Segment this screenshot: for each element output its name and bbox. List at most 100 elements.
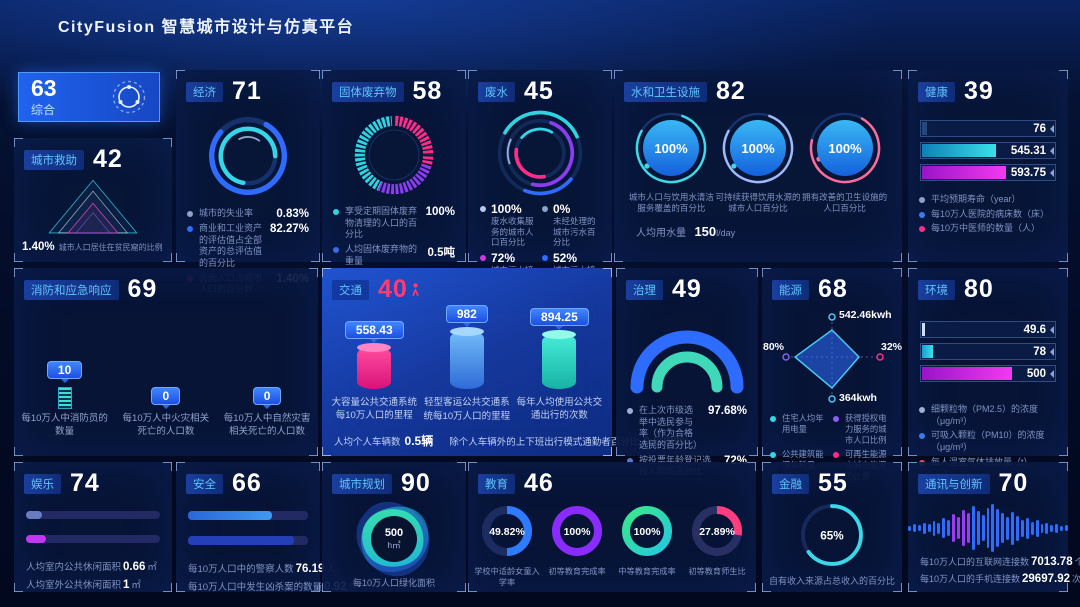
health-label: 健康 bbox=[918, 81, 955, 102]
panel-overall[interactable]: 63 综合 bbox=[18, 72, 160, 122]
waveform-bar bbox=[1006, 516, 1010, 540]
panel-health[interactable]: 健康 39 76 545.31 593.75 平均预期寿命（year） 每10万人… bbox=[908, 70, 1068, 262]
wastewater-score: 45 bbox=[524, 77, 554, 105]
waveform-bar bbox=[1040, 523, 1044, 533]
education-donut-chart: 49.82% bbox=[482, 506, 532, 556]
water-gauge-value: 100% bbox=[741, 141, 775, 156]
value-bubble: 894.25 bbox=[530, 308, 589, 330]
entertainment-stat: 人均室外公共休闲面积 1 ㎡ bbox=[26, 579, 141, 591]
education-donut-label: 中等教育完成率 bbox=[618, 567, 676, 576]
panel-entertainment[interactable]: 娱乐 74 人均室内公共休闲面积 0.66 ㎡ 人均室外公共休闲面积 1 ㎡ bbox=[14, 462, 172, 592]
waveform-bar bbox=[1065, 525, 1068, 531]
solid-waste-label: 固体废弃物 bbox=[332, 81, 404, 102]
hub-icon bbox=[112, 80, 146, 114]
finance-donut-chart: 65% bbox=[801, 504, 863, 566]
waveform-bar bbox=[922, 522, 926, 534]
water-footer: 人均用水量 150l/day bbox=[636, 223, 736, 239]
waveform-bar bbox=[1050, 524, 1054, 532]
entertainment-score: 74 bbox=[70, 469, 100, 497]
waveform-bar bbox=[947, 520, 951, 536]
communication-label: 通讯与创新 bbox=[918, 473, 990, 494]
waveform-bar bbox=[971, 506, 975, 550]
fire-item: 0 每10万人中自然灾害相关死亡的人口数 bbox=[216, 313, 317, 443]
water-gauge-label: 可持续获得饮用水源的城市人口百分比 bbox=[715, 192, 801, 214]
energy-legend-item: 获得授权电力服务的城市人口比例 bbox=[833, 413, 894, 445]
solid-waste-score: 58 bbox=[412, 77, 443, 105]
traffic-score: 40 bbox=[378, 275, 408, 303]
traffic-cylinder-item: 982 轻型客运公共交通系统每10万人口的里程 bbox=[421, 305, 514, 423]
education-donut: 100% 初等教育完成率 bbox=[544, 504, 610, 588]
panel-water-sanitation[interactable]: 水和卫生设施 82 100% 城市人口与饮用水清洁服务覆盖的百分比 bbox=[614, 70, 902, 262]
health-bar: 545.31 bbox=[920, 142, 1056, 159]
environment-legend-item: 细颗粒物（PM2.5）的浓度（μg/m³） bbox=[919, 404, 1057, 427]
environment-score: 80 bbox=[964, 275, 994, 303]
value-bubble: 0 bbox=[252, 387, 282, 409]
finance-label: 金融 bbox=[772, 473, 809, 494]
finance-donut-value: 65% bbox=[820, 530, 844, 543]
panel-energy[interactable]: 能源 68 542.46kwh 80% 32% 364kwh 住宅人均年用电量 获… bbox=[762, 268, 902, 481]
education-donut-chart: 100% bbox=[622, 506, 672, 556]
water-gauge-label: 城市人口与饮用水清洁服务覆盖的百分比 bbox=[628, 192, 714, 214]
panel-environment[interactable]: 环境 80 49.6 78 500 细颗粒物（PM2.5）的浓度（μg/m³） 可… bbox=[908, 268, 1068, 467]
panel-governance[interactable]: 治理 49 在上次市级选举中选民参与率（作为合格选民的百分比） 97.68% 按投票… bbox=[616, 268, 758, 476]
waveform-bar bbox=[1001, 513, 1005, 543]
waveform-bar bbox=[1035, 519, 1039, 537]
education-donut-value: 49.82% bbox=[489, 526, 525, 538]
waveform-bar bbox=[981, 515, 985, 541]
panel-city-aid[interactable]: 城市救助 42 1.40% 城市人口居住在贫民窟的比例 bbox=[14, 138, 172, 262]
liquid-gauge-chart: 100% bbox=[809, 112, 880, 184]
overall-score: 63 bbox=[31, 74, 57, 101]
panel-wastewater[interactable]: 废水 45 100% 废水收集服务的城市人口百分比 0% 未经处理的城市污水百分比 7… bbox=[468, 70, 612, 296]
panel-solid-waste[interactable]: 固体废弃物 58 享受定期固体废弃物清理的人口的百分比 100% 人均固体废弃物的重… bbox=[322, 70, 466, 292]
traffic-cylinder-item: 558.43 大容量公共交通系统每10万人口的里程 bbox=[328, 305, 421, 423]
energy-axis-left: 80% bbox=[763, 341, 785, 353]
panel-fire-emergency[interactable]: 消防和应急响应 69 10 每10万人中消防员的数量 0 每10万人中火灾相关死亡… bbox=[14, 268, 318, 456]
environment-label: 环境 bbox=[918, 279, 955, 300]
entertainment-slider bbox=[26, 511, 160, 519]
health-legend-item: 平均预期寿命（year） bbox=[919, 194, 1057, 206]
finance-caption: 自有收入来源占总收入的百分比 bbox=[768, 576, 895, 586]
waveform-bar bbox=[937, 522, 941, 534]
environment-bar: 49.6 bbox=[920, 321, 1056, 338]
panel-traffic[interactable]: 交通 40 558.43 大容量公共交通系统每10万人口的里程 982 轻型客运… bbox=[322, 268, 691, 456]
waveform-bar bbox=[917, 525, 921, 531]
panel-finance[interactable]: 金融 55 65% 自有收入来源占总收入的百分比 bbox=[762, 462, 902, 592]
waveform-bar bbox=[1011, 511, 1014, 545]
education-donut: 27.89% 初等教育师生比 bbox=[684, 504, 750, 588]
entertainment-stat: 人均室内公共休闲面积 0.66 ㎡ bbox=[26, 561, 157, 573]
safety-bar bbox=[188, 511, 308, 520]
panel-economy[interactable]: 经济 71 城市的失业率 0.83% 商业和工业资产的评估值占全部资产的总评估值的百… bbox=[176, 70, 320, 294]
waveform-bar bbox=[912, 524, 916, 532]
cylinder-bar bbox=[542, 330, 577, 389]
waveform-bar bbox=[976, 511, 980, 545]
value-bubble: 982 bbox=[445, 305, 488, 327]
energy-radar-chart: 542.46kwh 80% 32% 364kwh bbox=[762, 305, 902, 409]
value-bubble: 558.43 bbox=[344, 321, 404, 343]
city-aid-stat-value: 1.40% bbox=[22, 241, 55, 253]
panel-urban-planning[interactable]: 城市规划 90 500 h㎡ 每10万人口绿化面积 bbox=[322, 462, 466, 592]
education-donut-chart: 100% bbox=[552, 506, 602, 556]
environment-bar: 78 bbox=[920, 343, 1056, 360]
water-gauge-label: 拥有改善的卫生设施的人口百分比 bbox=[802, 192, 888, 214]
panel-education[interactable]: 教育 46 49.82% 学校中适龄女童入学率 100% 初等教育完成率 bbox=[468, 462, 756, 592]
city-aid-stat-label: 城市人口居住在贫民窟的比例 bbox=[58, 243, 163, 252]
education-label: 教育 bbox=[478, 473, 515, 494]
liquid-gauge-chart: 100% bbox=[636, 112, 707, 184]
health-bar: 76 bbox=[920, 120, 1056, 137]
planning-label: 城市规划 bbox=[332, 473, 392, 494]
panel-communication[interactable]: 通讯与创新 70 每10万人口的互联网连接数 7013.78 个 每10万人口的手机连… bbox=[908, 462, 1080, 592]
waveform-bar bbox=[1045, 522, 1049, 534]
green-area-liquid-chart: 500 h㎡ bbox=[322, 488, 466, 590]
safety-score: 66 bbox=[232, 469, 262, 497]
app-title: CityFusion 智慧城市设计与仿真平台 bbox=[58, 19, 355, 36]
entertainment-label: 娱乐 bbox=[24, 473, 61, 494]
environment-legend-item: 可吸入颗粒（PM10）的浓度（μg/m³） bbox=[919, 430, 1057, 453]
waveform-bar bbox=[962, 510, 965, 546]
wastewater-legend-item: 100% 废水收集服务的城市人口百分比 bbox=[480, 202, 538, 248]
fire-item: 0 每10万人中火灾相关死亡的人口数 bbox=[115, 313, 216, 443]
education-donut-label: 初等教育师生比 bbox=[688, 567, 746, 576]
fire-label: 消防和应急响应 bbox=[24, 279, 119, 300]
energy-axis-bottom: 364kwh bbox=[839, 392, 877, 404]
